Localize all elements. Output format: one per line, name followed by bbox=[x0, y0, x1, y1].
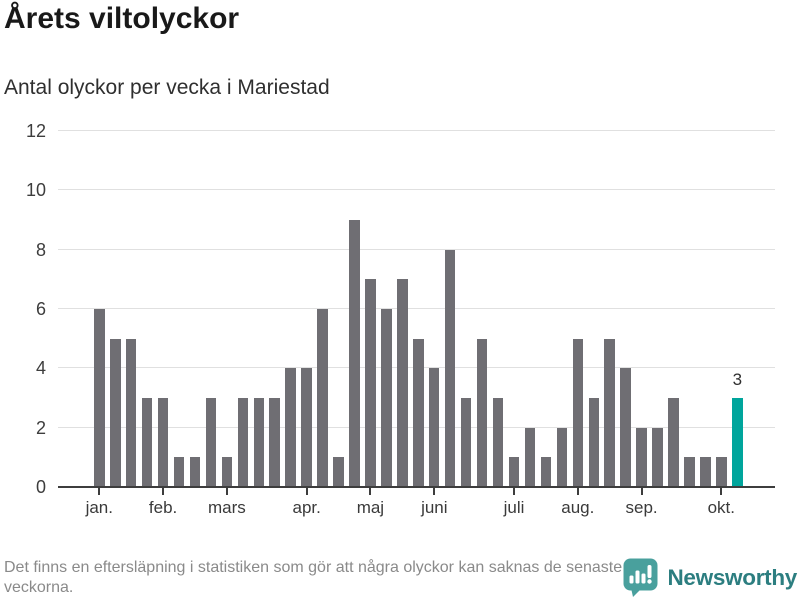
bar bbox=[684, 457, 695, 487]
x-axis-label-aug: aug. bbox=[561, 498, 595, 517]
x-tick-juli bbox=[513, 488, 515, 495]
y-axis-label-10: 10 bbox=[25, 180, 46, 201]
y-axis-label-12: 12 bbox=[25, 120, 46, 141]
highlight-bar bbox=[732, 398, 743, 487]
x-axis-label-feb: feb. bbox=[148, 498, 178, 517]
x-tick-feb bbox=[162, 488, 165, 495]
x-axis-label-juni: juni bbox=[421, 498, 448, 517]
bar bbox=[157, 398, 169, 487]
x-tick-maj bbox=[369, 488, 372, 495]
chart: 0 2 4 6 8 10 12 jan. feb. mars apr. maj juni juli aug.… bbox=[0, 110, 800, 550]
bar bbox=[444, 249, 456, 487]
bar bbox=[317, 309, 328, 487]
newsworthy-bubble-chart-icon bbox=[623, 558, 658, 597]
bar bbox=[173, 457, 185, 487]
x-axis-label-maj: maj bbox=[356, 498, 385, 517]
bar bbox=[460, 398, 472, 487]
bar bbox=[94, 309, 105, 487]
bar bbox=[604, 338, 615, 487]
y-axis-label-4: 4 bbox=[35, 358, 46, 379]
x-axis-label-mars: mars bbox=[208, 498, 246, 517]
x-axis-label-sep: sep. bbox=[625, 498, 658, 517]
bar bbox=[508, 457, 520, 487]
bar bbox=[540, 457, 552, 487]
gridline-8 bbox=[58, 248, 775, 250]
gridline-12 bbox=[58, 129, 775, 131]
bar bbox=[253, 398, 265, 487]
bar bbox=[636, 427, 647, 487]
bar bbox=[125, 338, 137, 487]
y-axis-label-2: 2 bbox=[35, 417, 46, 438]
bar bbox=[476, 338, 488, 487]
y-axis-label-0: 0 bbox=[35, 477, 46, 497]
bar bbox=[237, 398, 249, 487]
bar bbox=[349, 220, 360, 487]
bar bbox=[700, 457, 711, 487]
x-axis-label-juli: juli bbox=[503, 498, 525, 517]
footer-note: Det finns en eftersläpning i statistiken… bbox=[4, 559, 623, 596]
bar bbox=[556, 427, 568, 487]
x-axis-label-jan: jan. bbox=[85, 498, 113, 517]
x-tick-apr bbox=[305, 488, 308, 495]
bar bbox=[524, 427, 536, 487]
bar bbox=[428, 368, 440, 487]
bar bbox=[572, 338, 584, 487]
chart-subtitle: Antal olyckor per vecka i Mariestad bbox=[4, 76, 330, 99]
bar bbox=[189, 457, 201, 487]
x-tick-jan bbox=[98, 488, 101, 495]
bar bbox=[716, 457, 727, 487]
bar bbox=[492, 398, 504, 487]
bar bbox=[365, 279, 376, 487]
bar bbox=[668, 398, 679, 487]
bar bbox=[221, 457, 233, 487]
x-tick-okt bbox=[720, 488, 723, 495]
bar bbox=[413, 338, 424, 487]
x-axis-line bbox=[58, 486, 775, 488]
y-axis-label-8: 8 bbox=[35, 239, 46, 260]
bar bbox=[141, 398, 153, 487]
x-tick-aug bbox=[576, 488, 579, 495]
bar bbox=[285, 368, 296, 487]
x-tick-mars bbox=[225, 488, 228, 495]
y-axis-label-6: 6 bbox=[35, 298, 46, 319]
bar bbox=[205, 398, 217, 487]
x-tick-sep bbox=[640, 488, 643, 495]
bar bbox=[397, 279, 408, 487]
bar bbox=[269, 398, 280, 487]
bar bbox=[333, 457, 344, 487]
newsworthy-logo: Newsworthy bbox=[623, 557, 797, 598]
bar bbox=[652, 427, 663, 487]
x-axis-label-apr: apr. bbox=[292, 498, 321, 517]
newsworthy-wordmark: Newsworthy bbox=[667, 564, 797, 590]
bar bbox=[381, 309, 392, 487]
x-tick-juni bbox=[433, 488, 436, 495]
bar bbox=[110, 338, 121, 487]
highlight-bar-value-label: 3 bbox=[732, 370, 743, 389]
bar bbox=[301, 368, 312, 487]
bar bbox=[588, 398, 600, 487]
gridline-10 bbox=[58, 189, 775, 191]
chart-title: Årets viltolyckor bbox=[4, 2, 240, 35]
bar bbox=[620, 368, 631, 487]
gridline-6 bbox=[58, 307, 775, 309]
x-axis-label-okt: okt. bbox=[707, 498, 735, 517]
